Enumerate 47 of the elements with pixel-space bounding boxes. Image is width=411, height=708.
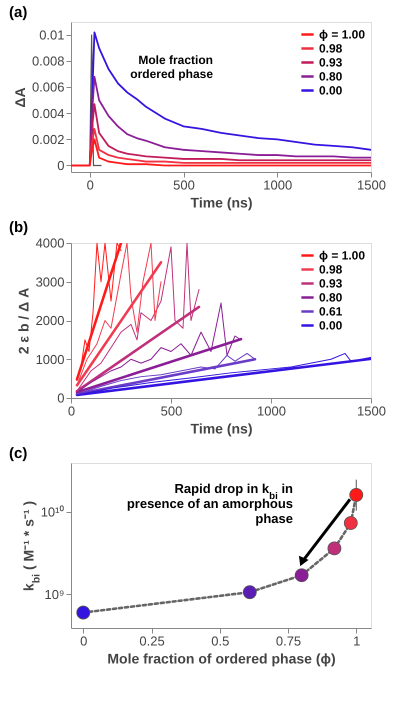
legend-title: Mole fraction ordered phase <box>130 53 214 81</box>
legend-label: 0.93 <box>319 276 343 290</box>
x-axis-title: Time (ns) <box>190 194 252 210</box>
y-tick-label: 4000 <box>36 236 64 250</box>
legend-label: 0.00 <box>319 84 343 98</box>
x-axis-title: Mole fraction of ordered phase (ϕ) <box>107 650 336 666</box>
legend-label: 0.80 <box>319 70 343 84</box>
y-tick-label: 0.002 <box>32 132 64 147</box>
legend-label: 0.00 <box>319 318 343 332</box>
x-tick-label: 0 <box>86 178 94 192</box>
annotation: Rapid drop in k$_{bi}$ in presence of an amorphous phase <box>126 480 294 526</box>
chart-title: (a) <box>9 4 28 21</box>
chart-title: (c) <box>9 445 28 462</box>
y-tick-label: 10⁹ <box>44 586 64 602</box>
legend-label: 0.98 <box>319 42 343 56</box>
y-tick-label: 0 <box>57 390 64 406</box>
x-tick-label: 0.5 <box>211 634 230 648</box>
legend-label: 0.80 <box>319 290 343 304</box>
y-tick-label: 0.008 <box>32 54 64 69</box>
x-tick-label: 1000 <box>263 178 292 192</box>
x-tick-label: 1500 <box>357 178 386 192</box>
x-tick-label: 1500 <box>357 404 386 418</box>
legend-label: 0.93 <box>319 56 343 70</box>
y-axis-title: 2 ε b / Δ A <box>16 288 32 354</box>
x-tick-label: 500 <box>160 404 182 418</box>
y-tick-label: 0 <box>57 158 64 173</box>
legend-label: 0.61 <box>319 304 343 318</box>
y-tick-label: 3000 <box>36 274 64 290</box>
x-axis-title: Time (ns) <box>190 420 252 436</box>
y-tick-label: 1000 <box>36 352 64 367</box>
y-tick-label: 0.006 <box>32 80 64 95</box>
x-tick-label: 500 <box>173 178 195 192</box>
y-tick-label: 0.01 <box>39 28 64 43</box>
legend-label: ϕ = 1.00 <box>319 248 366 262</box>
y-tick-label: 10¹⁰ <box>40 504 64 520</box>
x-tick-label: 0.25 <box>139 634 165 648</box>
legend-label: 0.98 <box>319 262 343 276</box>
x-tick-label: 0.75 <box>276 634 302 648</box>
chart-title: (b) <box>9 219 28 236</box>
legend-label: ϕ = 1.00 <box>319 28 366 42</box>
y-tick-label: 2000 <box>36 313 64 328</box>
y-tick-label: 0.004 <box>32 106 64 121</box>
y-axis-title: ΔA <box>12 87 28 108</box>
x-tick-label: 0 <box>80 634 88 648</box>
x-tick-label: 1000 <box>257 404 286 418</box>
x-tick-label: 0 <box>68 404 76 418</box>
x-tick-label: 1 <box>353 634 360 648</box>
